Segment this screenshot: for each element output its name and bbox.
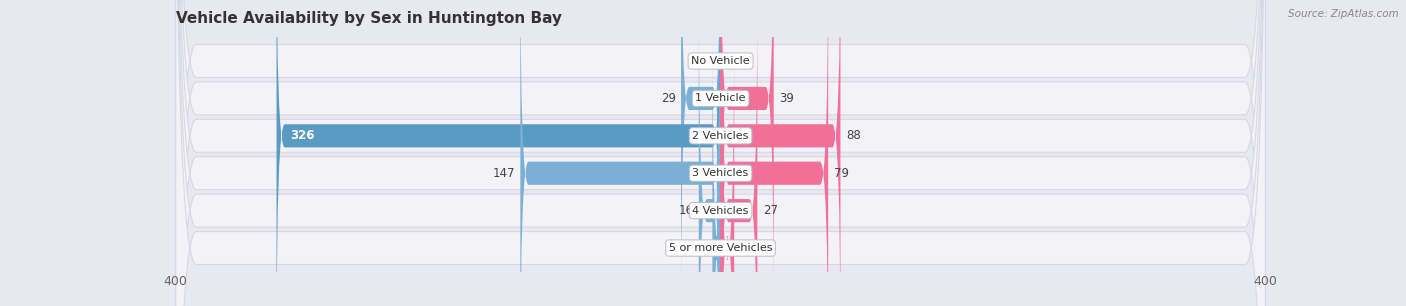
FancyBboxPatch shape [721,35,734,306]
Text: 16: 16 [678,204,693,217]
Text: 326: 326 [290,129,315,142]
Text: 10: 10 [740,241,755,255]
Text: Vehicle Availability by Sex in Huntington Bay: Vehicle Availability by Sex in Huntingto… [176,11,562,26]
FancyBboxPatch shape [277,0,721,306]
Text: Source: ZipAtlas.com: Source: ZipAtlas.com [1288,9,1399,19]
Text: 2 Vehicles: 2 Vehicles [692,131,749,141]
Text: 147: 147 [492,167,515,180]
Text: 39: 39 [779,92,794,105]
FancyBboxPatch shape [520,0,721,306]
Text: 4 Vehicles: 4 Vehicles [692,206,749,216]
FancyBboxPatch shape [176,0,1265,306]
Text: 5 or more Vehicles: 5 or more Vehicles [669,243,772,253]
FancyBboxPatch shape [721,0,758,306]
FancyBboxPatch shape [721,0,773,306]
Text: 0: 0 [707,54,716,68]
Text: 1 Vehicle: 1 Vehicle [696,93,745,103]
FancyBboxPatch shape [699,0,721,306]
Text: 88: 88 [846,129,860,142]
Text: 0: 0 [725,54,734,68]
FancyBboxPatch shape [713,35,721,306]
Text: No Vehicle: No Vehicle [692,56,749,66]
FancyBboxPatch shape [176,0,1265,306]
Text: 6: 6 [699,241,707,255]
Text: 3 Vehicles: 3 Vehicles [692,168,749,178]
Text: 29: 29 [661,92,676,105]
FancyBboxPatch shape [721,0,828,306]
FancyBboxPatch shape [176,0,1265,306]
Text: 79: 79 [834,167,849,180]
Text: 27: 27 [763,204,778,217]
FancyBboxPatch shape [176,0,1265,306]
FancyBboxPatch shape [681,0,721,306]
FancyBboxPatch shape [176,0,1265,306]
FancyBboxPatch shape [721,0,841,306]
FancyBboxPatch shape [176,0,1265,306]
